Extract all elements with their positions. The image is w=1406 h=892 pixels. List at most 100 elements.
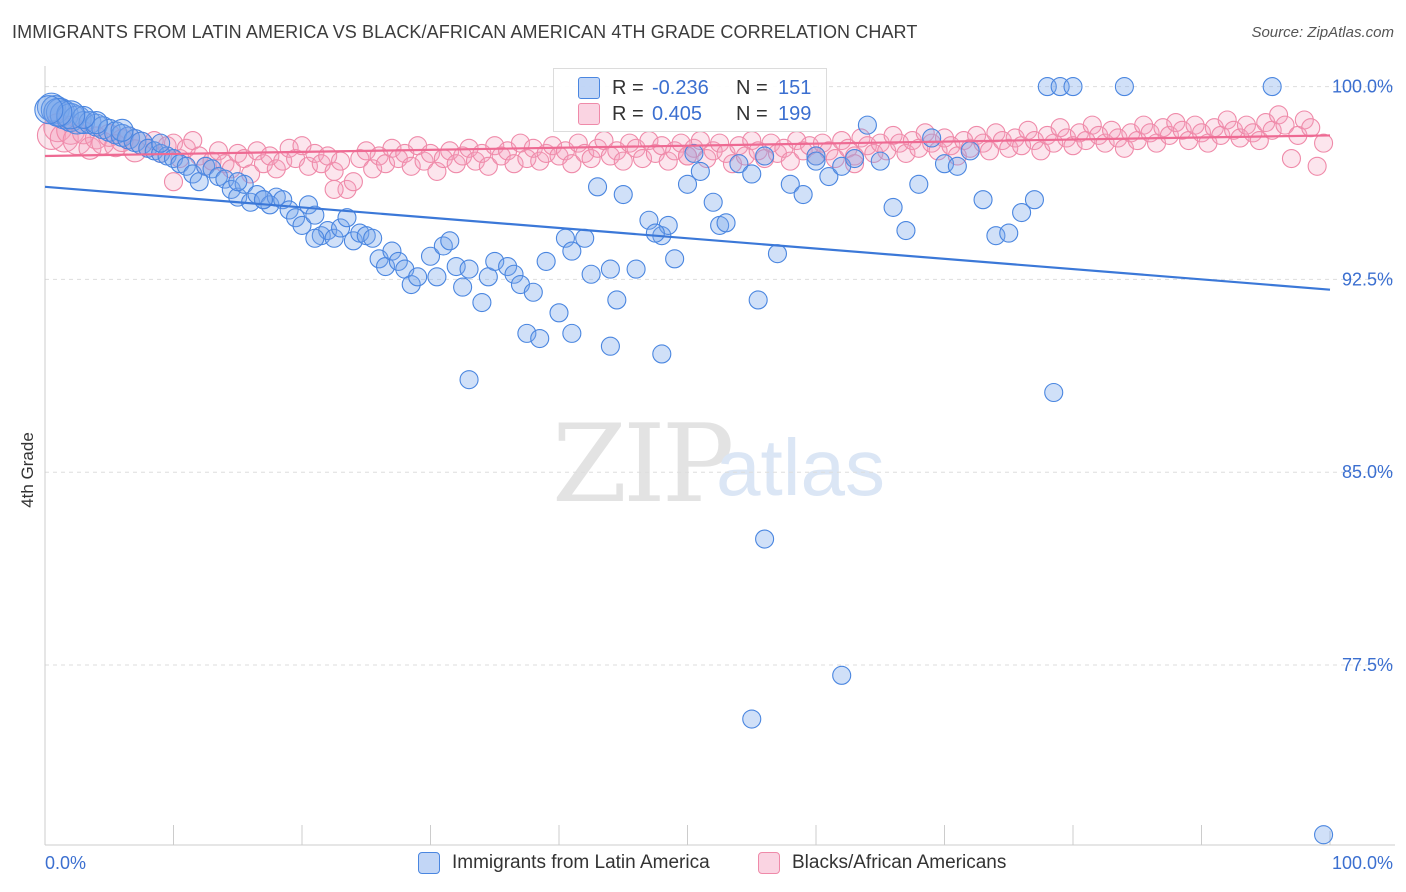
latin-america-point <box>337 208 357 228</box>
latin-america-point <box>883 197 903 217</box>
black-african-american-point <box>1217 110 1237 130</box>
black-african-american-point <box>1269 105 1289 125</box>
black-african-american-point <box>575 143 595 163</box>
black-african-american-point <box>632 149 653 169</box>
latin-america-point <box>433 236 453 256</box>
black-african-american-point <box>1082 115 1102 135</box>
black-african-american-point <box>710 133 730 153</box>
x-tick-label: 0.0% <box>45 853 86 873</box>
black-african-american-point <box>414 151 434 171</box>
n-value: 199 <box>778 102 812 125</box>
latin-america-point <box>305 228 325 248</box>
latin-america-point <box>273 190 293 210</box>
latin-america-point <box>960 141 980 161</box>
latin-america-point <box>440 231 460 251</box>
latin-america-point <box>755 529 775 549</box>
black-african-american-point <box>253 154 274 174</box>
black-african-american-point <box>1236 115 1257 135</box>
latin-america-point <box>420 246 441 266</box>
watermark-atlas: atlas <box>716 423 885 512</box>
r-value: -0.236 <box>652 76 709 99</box>
latin-america-point <box>575 228 595 248</box>
black-african-american-point <box>324 179 344 199</box>
black-african-american-point <box>266 159 286 179</box>
latin-america-point <box>729 154 749 174</box>
black-african-american-point <box>343 172 363 192</box>
latin-america-point <box>652 344 672 364</box>
latin-america-point <box>472 292 492 313</box>
latin-america-point <box>999 223 1019 243</box>
latin-america-point <box>34 95 64 125</box>
black-african-american-point <box>485 136 505 156</box>
latin-america-point <box>536 251 556 271</box>
n-label: N = <box>736 76 768 99</box>
n-label: N = <box>736 102 768 125</box>
black-african-american-point <box>1172 120 1192 140</box>
black-african-american-point <box>453 146 473 166</box>
black-african-american-point <box>1224 120 1244 140</box>
latin-america-point <box>742 709 762 729</box>
black-african-american-point <box>1134 115 1154 135</box>
latin-america-point <box>72 105 96 129</box>
black-african-american-point <box>658 151 678 171</box>
y-tick-label: 92.5% <box>1342 269 1393 289</box>
r-label: R = <box>612 102 644 125</box>
latin-america-point <box>151 133 171 153</box>
latin-america-point <box>690 161 710 181</box>
latin-america-point <box>832 665 852 685</box>
latin-america-point <box>947 156 967 176</box>
latin-america-point <box>504 264 524 284</box>
black-african-american-point <box>1301 118 1321 138</box>
latin-america-point <box>427 267 447 287</box>
black-african-american-point <box>401 156 421 176</box>
black-african-american-point <box>819 141 839 161</box>
latin-america-point <box>819 167 839 187</box>
black-african-american-point <box>922 133 942 153</box>
legend-item-latin-america[interactable]: Immigrants from Latin America <box>418 852 710 874</box>
latin-america-point <box>742 164 762 184</box>
black-african-american-point <box>613 151 633 171</box>
latin-america-point <box>84 111 108 135</box>
black-african-american-point <box>504 154 524 174</box>
latin-america-point <box>343 231 363 251</box>
black-african-american-trend-line <box>44 134 1331 158</box>
black-african-american-point <box>189 146 209 166</box>
latin-america-point <box>221 179 241 199</box>
chart-title: IMMIGRANTS FROM LATIN AMERICA VS BLACK/A… <box>12 22 918 42</box>
latin-america-point <box>176 156 196 176</box>
latin-america-point <box>600 336 620 356</box>
latin-america-point <box>324 228 344 248</box>
latin-america-point <box>562 241 582 261</box>
latin-america-point <box>677 174 698 194</box>
r-label: R = <box>612 76 644 99</box>
legend-item-black-african-american[interactable]: Blacks/African Americans <box>758 852 1006 874</box>
black-african-american-point <box>1281 149 1301 169</box>
latin-america-point <box>922 128 942 148</box>
latin-america-point <box>607 290 627 310</box>
latin-america-point <box>626 259 646 279</box>
black-african-american-point <box>1166 113 1186 133</box>
latin-america-point <box>665 249 685 269</box>
latin-america-point <box>110 118 134 142</box>
latin-america-point <box>388 251 408 271</box>
latin-america-point <box>549 303 569 323</box>
latin-america-point <box>857 115 877 135</box>
pink-swatch-icon <box>758 852 780 874</box>
latin-america-point <box>305 205 325 225</box>
black-african-american-point <box>382 138 402 158</box>
stats-row-latin-america: R = -0.236 N = 151 <box>578 77 811 99</box>
latin-america-point <box>408 267 428 287</box>
latin-america-point <box>459 259 479 279</box>
latin-america-point <box>485 251 505 271</box>
latin-america-point <box>909 174 929 194</box>
n-value: 151 <box>778 76 812 99</box>
black-african-american-point <box>793 141 813 161</box>
latin-america-point <box>453 277 473 297</box>
latin-america-point <box>613 184 633 205</box>
latin-america-point <box>459 370 479 390</box>
black-african-american-point <box>1307 156 1327 176</box>
black-african-american-point <box>1050 118 1070 138</box>
legend-label: Immigrants from Latin America <box>452 852 710 873</box>
stats-row-black-african-american: R = 0.405 N = 199 <box>578 103 811 125</box>
latin-america-point <box>896 220 916 241</box>
